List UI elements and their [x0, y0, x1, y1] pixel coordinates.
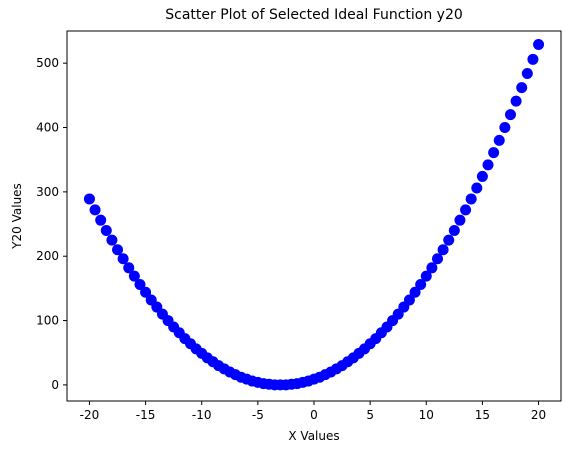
chart-title: Scatter Plot of Selected Ideal Function …: [165, 7, 463, 23]
x-tick-label: -10: [192, 408, 212, 422]
x-tick-label: -15: [136, 408, 156, 422]
scatter-point: [533, 39, 545, 51]
x-tick-label: 0: [310, 408, 318, 422]
x-tick-label: 10: [419, 408, 434, 422]
y-axis: 0 100 200 300 400 500: [36, 56, 67, 392]
scatter-point: [471, 182, 483, 194]
scatter-point: [420, 270, 432, 282]
scatter-point: [527, 53, 539, 65]
y-tick-label: 300: [36, 185, 59, 199]
x-tick-label: 5: [366, 408, 374, 422]
y-tick-label: 200: [36, 249, 59, 263]
scatter-point: [83, 193, 95, 205]
x-tick-label: 20: [531, 408, 546, 422]
x-tick-label: 15: [475, 408, 490, 422]
scatter-point: [140, 286, 152, 298]
scatter-point: [454, 214, 466, 226]
scatter-point: [409, 286, 421, 298]
scatter-point: [499, 122, 511, 134]
scatter-point: [106, 234, 118, 246]
scatter-point: [432, 253, 443, 265]
y-tick-label: 400: [36, 121, 59, 135]
scatter-point: [482, 159, 494, 171]
scatter-point: [488, 147, 500, 159]
scatter-point: [504, 109, 516, 121]
scatter-point: [476, 170, 488, 182]
scatter-point: [134, 279, 146, 291]
scatter-point: [95, 214, 107, 226]
y-tick-label: 500: [36, 56, 59, 70]
scatter-points: [83, 39, 545, 391]
y-tick-label: 100: [36, 314, 59, 328]
scatter-point: [437, 244, 449, 256]
scatter-point: [460, 204, 472, 216]
x-axis: -20 -15 -10 -5 0 5 10 15 20: [80, 401, 546, 422]
scatter-point: [510, 95, 522, 107]
plot-frame: [66, 30, 562, 402]
scatter-point: [123, 262, 135, 274]
x-axis-title: X Values: [288, 429, 339, 443]
scatter-point: [415, 279, 427, 291]
scatter-point: [112, 244, 124, 256]
scatter-point: [521, 67, 533, 79]
scatter-point: [117, 253, 129, 265]
scatter-point: [465, 193, 477, 205]
y-tick-label: 0: [51, 378, 59, 392]
scatter-point: [448, 224, 460, 236]
x-tick-label: -20: [80, 408, 100, 422]
y-axis-title: Y20 Values: [10, 183, 24, 250]
scatter-point: [443, 234, 455, 246]
x-tick-label: -5: [252, 408, 264, 422]
scatter-point: [403, 294, 415, 306]
scatter-point: [426, 262, 438, 274]
scatter-point: [128, 270, 140, 282]
scatter-point: [493, 134, 505, 146]
scatter-point: [89, 204, 101, 216]
scatter-point: [516, 82, 528, 94]
scatter-point: [100, 224, 112, 236]
